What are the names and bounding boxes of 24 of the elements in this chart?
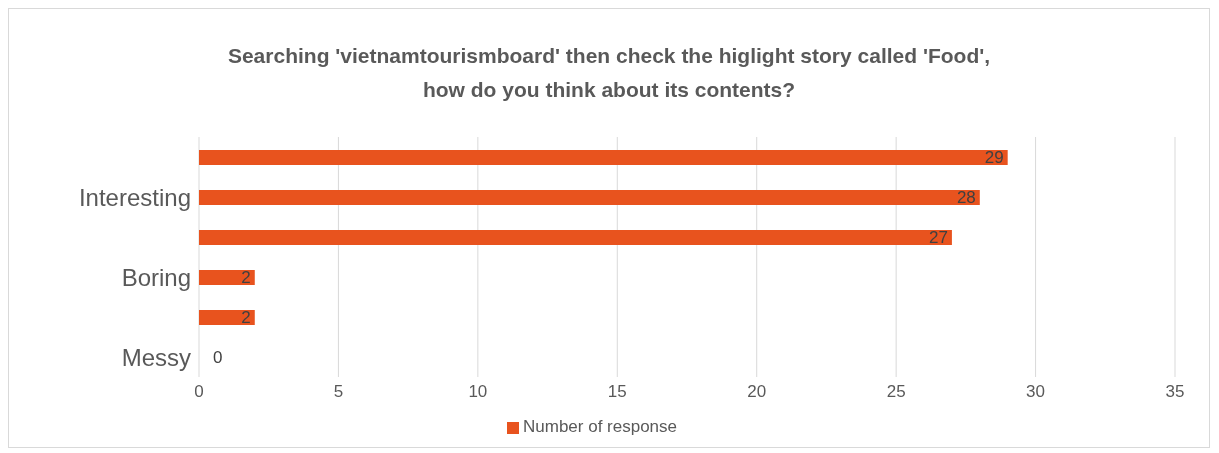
bar (199, 310, 255, 325)
data-label: 2 (241, 267, 251, 287)
data-label: 27 (928, 227, 948, 247)
legend-label: Number of response (522, 417, 678, 436)
chart-title: Searching 'vietnamtourismboard' then check the higlight story called 'Food', how do you think about its contents? (226, 43, 992, 103)
data-label: 28 (956, 187, 976, 207)
data-label: 0 (213, 347, 223, 367)
bar (199, 150, 1008, 165)
x-tick-label: 15 (607, 382, 627, 402)
bar (199, 270, 255, 285)
x-tick-label: 10 (468, 382, 488, 402)
y-tick-label: Interesting (78, 183, 191, 211)
data-label: 29 (984, 147, 1004, 167)
x-tick-label: 0 (194, 382, 204, 402)
bar (199, 230, 952, 245)
x-tick-label: 25 (886, 382, 906, 402)
y-tick-label: Boring (121, 263, 191, 291)
bar (199, 190, 980, 205)
x-tick-label: 5 (333, 382, 344, 402)
data-label: 2 (241, 307, 251, 327)
y-tick-label: Messy (121, 343, 191, 371)
x-tick-label: 20 (747, 382, 767, 402)
x-tick-label: 30 (1026, 382, 1046, 402)
x-tick-label: 35 (1165, 382, 1185, 402)
